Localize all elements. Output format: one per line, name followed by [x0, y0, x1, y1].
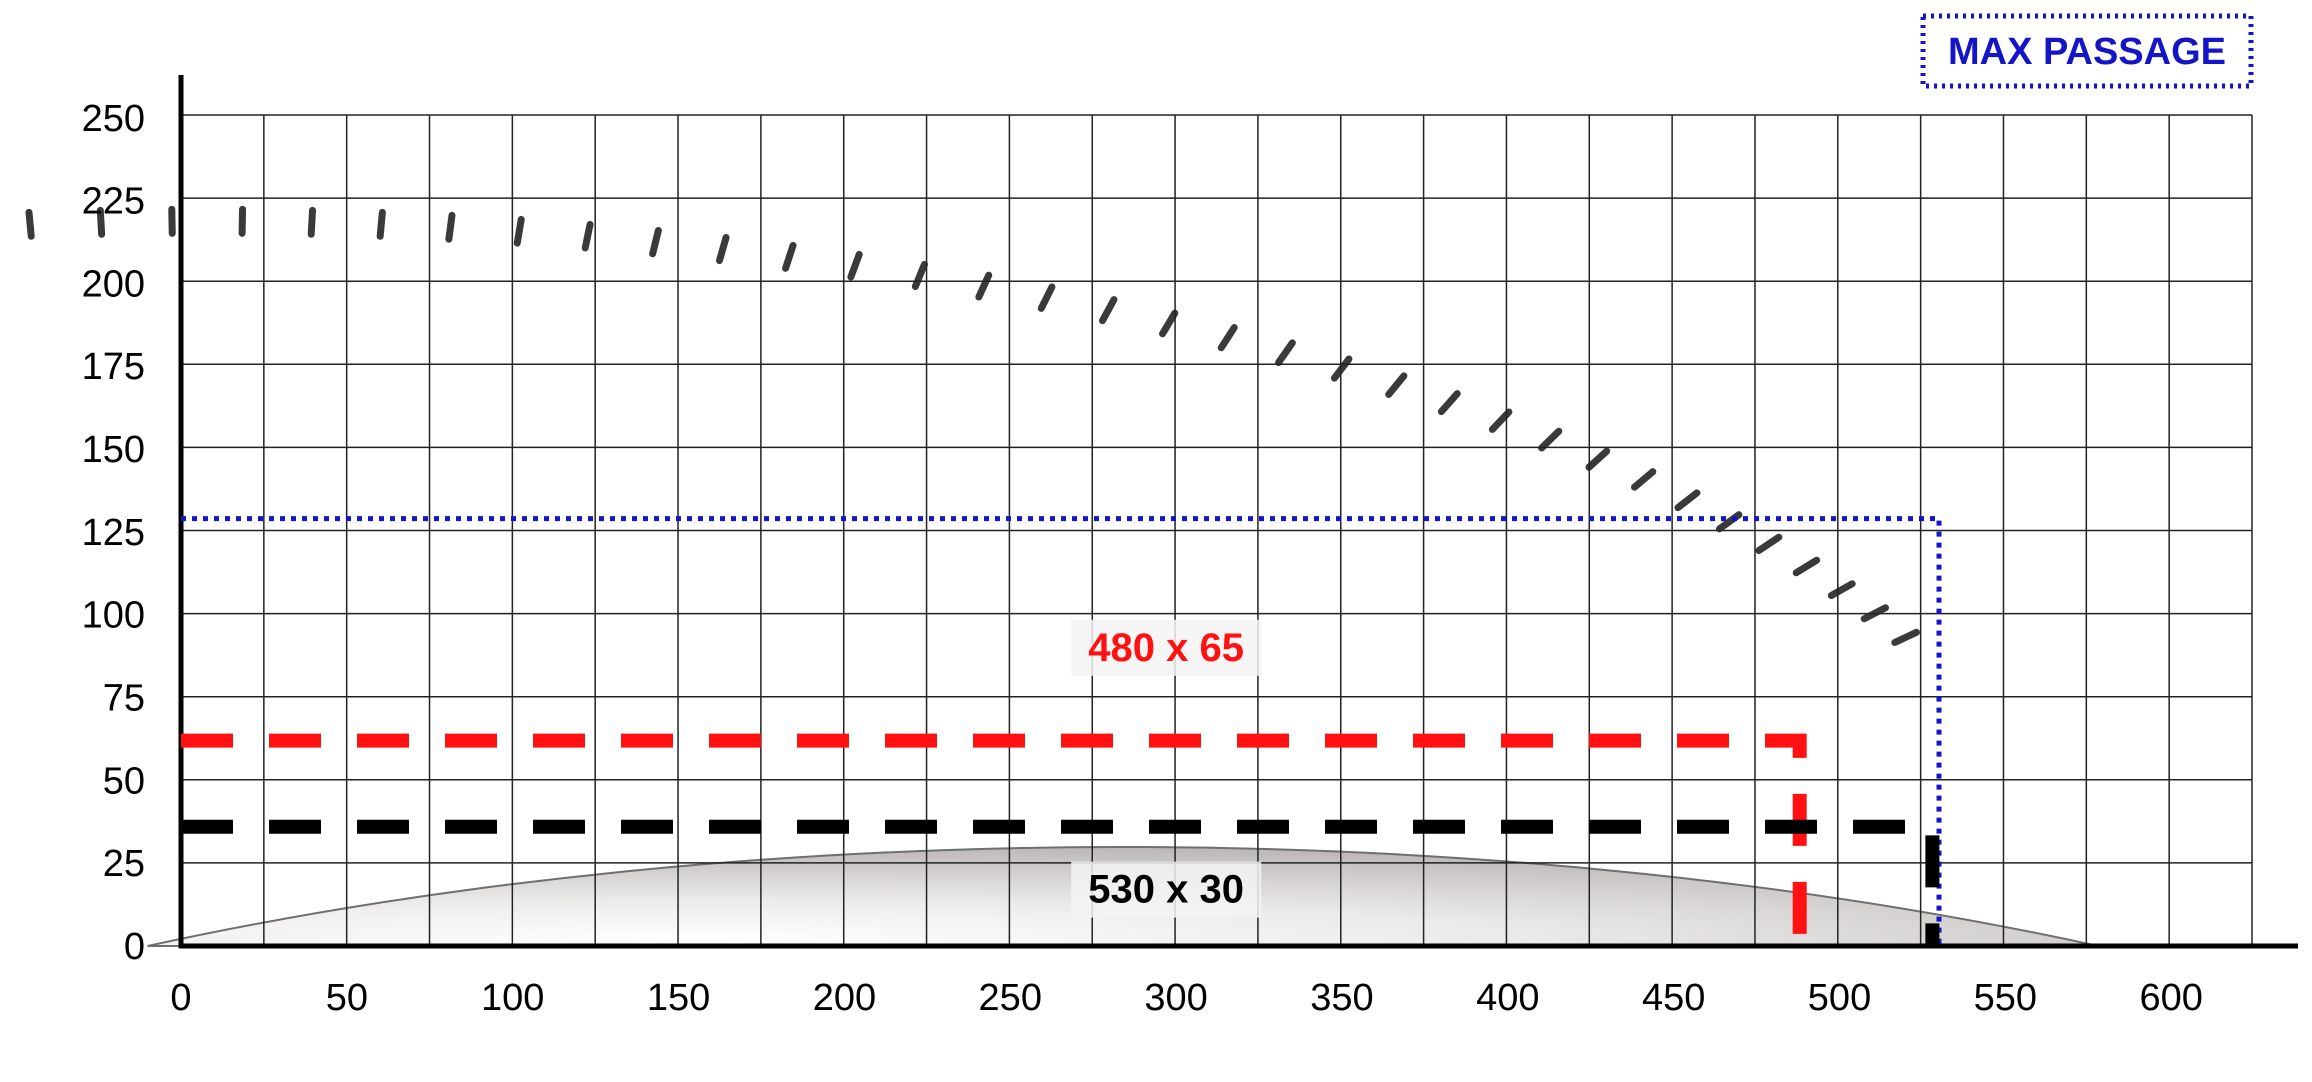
chart-axes — [178, 75, 2298, 949]
series-line — [181, 516, 1942, 946]
saw-tooth — [513, 215, 525, 247]
saw-tooth — [581, 220, 594, 252]
x-tick-label: 350 — [1310, 977, 1373, 1019]
x-tick-label: 250 — [979, 977, 1042, 1019]
x-tick-label: 600 — [2139, 977, 2202, 1019]
saw-tooth — [649, 226, 662, 258]
y-tick-labels: 0 25 50 75 100 125 150 175 200 225 250 — [82, 98, 145, 968]
y-tick-label: 75 — [103, 678, 145, 720]
x-tick-label: 200 — [813, 977, 876, 1019]
saw-tooth — [1217, 324, 1238, 352]
legend-label: MAX PASSAGE — [1948, 31, 2226, 73]
y-tick-label: 250 — [82, 98, 145, 140]
saw-tooth — [1098, 296, 1118, 325]
y-tick-label: 125 — [82, 512, 145, 554]
saw-tooth — [1827, 580, 1856, 600]
x-tick-label: 550 — [1974, 977, 2037, 1019]
annotation-background — [1071, 619, 1262, 676]
x-tick-label: 50 — [326, 977, 368, 1019]
saw-tooth — [1437, 390, 1461, 416]
annotation-label: 480 x 65 — [1088, 626, 1244, 670]
y-tick-label: 100 — [82, 595, 145, 637]
y-tick-label: 150 — [82, 429, 145, 471]
y-tick-label: 200 — [82, 263, 145, 305]
saw-tooth — [1159, 309, 1179, 338]
passage-series — [181, 516, 1942, 946]
x-tick-label: 400 — [1476, 977, 1539, 1019]
saw-tooth — [1630, 468, 1657, 491]
saw-tooth — [1792, 556, 1821, 577]
x-tick-label: 100 — [481, 977, 544, 1019]
saw-tooth — [1037, 283, 1056, 312]
legend-max-passage: MAX PASSAGE — [1920, 13, 2254, 89]
y-tick-label: 0 — [124, 926, 145, 968]
annotation-label: 530 x 30 — [1088, 868, 1244, 912]
legend-box — [1920, 13, 2254, 89]
y-tick-label: 25 — [103, 843, 145, 885]
saw-tooth — [1385, 372, 1408, 398]
y-tick-label: 175 — [82, 346, 145, 388]
saw-tooth — [911, 260, 928, 291]
saw-tooth — [847, 250, 863, 281]
saw-tooth — [782, 241, 797, 272]
saw-teeth — [25, 205, 1920, 647]
saw-tooth — [1585, 447, 1611, 471]
y-tick-label: 50 — [103, 760, 145, 802]
saw-tooth — [307, 206, 317, 238]
x-tick-label: 0 — [170, 977, 191, 1019]
saw-tooth — [445, 211, 456, 243]
x-tick-labels: 0 50 100 150 200 250 300 350 400 450 500 550 600 — [170, 977, 2202, 1019]
saw-tooth — [1275, 339, 1296, 367]
x-tick-label: 150 — [647, 977, 710, 1019]
dimension-annotations: 480 x 65 530 x 30 — [1071, 619, 1262, 918]
saw-tooth — [96, 206, 106, 238]
saw-tooth — [25, 208, 35, 240]
saw-tooth — [376, 208, 386, 240]
saw-tooth — [1755, 533, 1783, 555]
x-tick-label: 500 — [1808, 977, 1871, 1019]
annotation-background — [1071, 861, 1262, 918]
y-tick-label: 225 — [82, 181, 145, 223]
saw-tooth — [1891, 628, 1920, 647]
saw-tooth — [1538, 427, 1563, 452]
saw-tooth — [975, 271, 993, 301]
saw-tooth — [1674, 489, 1701, 512]
saw-tooth — [1330, 355, 1353, 382]
series-line — [181, 733, 1807, 946]
saw-tooth — [715, 234, 730, 265]
chart-grid — [180, 114, 2253, 947]
x-tick-label: 450 — [1642, 977, 1705, 1019]
x-tick-label: 300 — [1144, 977, 1207, 1019]
